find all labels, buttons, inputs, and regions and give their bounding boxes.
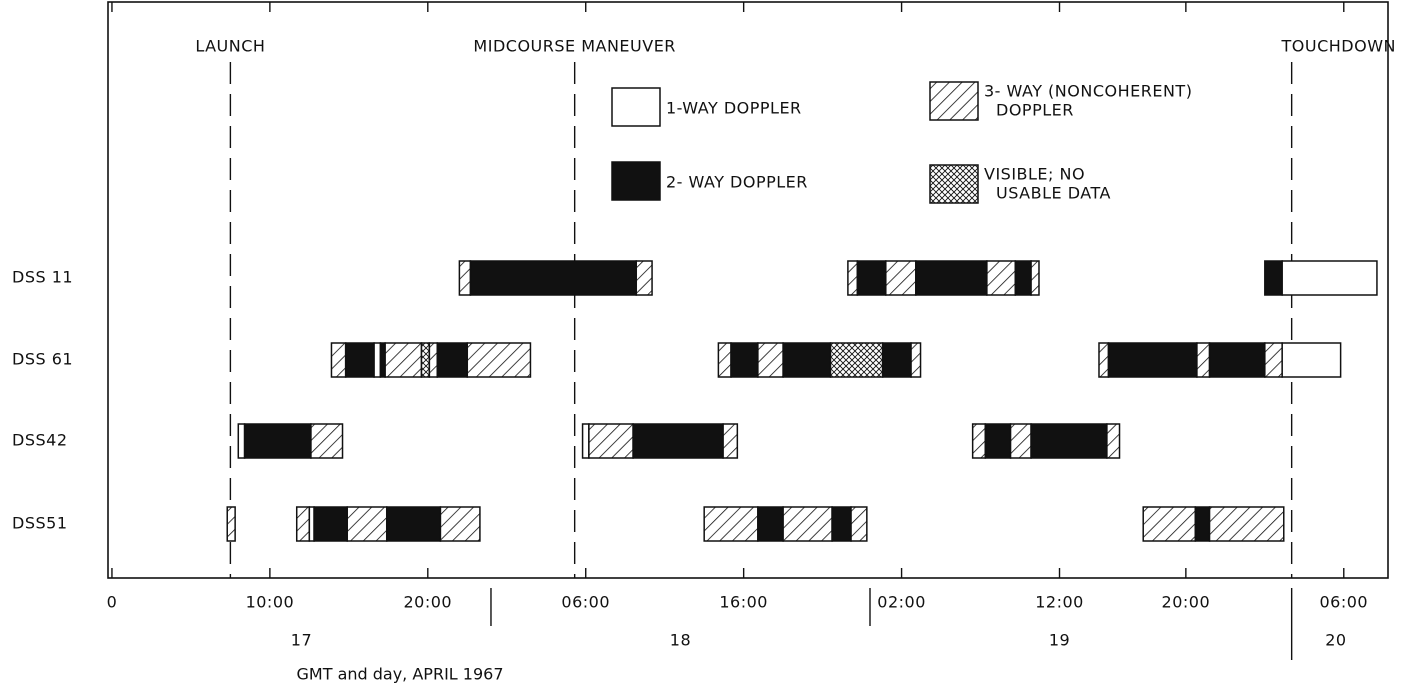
coverage-segment [850,506,868,542]
coverage-segment [237,423,246,459]
coverage-segment [385,506,442,542]
coverage-segment [1281,342,1342,378]
legend-label: DOPPLER [996,101,1074,120]
coverage-segment [310,423,344,459]
x-tick-label: 0 [107,593,118,612]
station-label: DSS42 [12,431,68,450]
legend-label: USABLE DATA [996,184,1111,203]
event-label: TOUCHDOWN [1281,37,1396,56]
coverage-segment [295,506,311,542]
coverage-segment [632,423,724,459]
station-label: DSS 61 [12,350,73,369]
coverage-segment [1208,506,1285,542]
coverage-segment [344,342,375,378]
coverage-segment [384,342,423,378]
coverage-segment [856,260,887,296]
coverage-segment [847,260,859,296]
coverage-segment [439,506,481,542]
day-label: 19 [1049,631,1070,650]
event-label: LAUNCH [195,37,265,56]
coverage-segment [757,342,784,378]
x-tick-label: 12:00 [1035,593,1084,612]
coverage-segment [1281,260,1378,296]
coverage-segment [782,342,832,378]
coverage-segment [346,506,388,542]
x-tick-label: 06:00 [1319,593,1368,612]
legend-label: 2- WAY DOPPLER [666,173,808,192]
coverage-segment [330,342,347,378]
x-tick-label: 06:00 [561,593,610,612]
day-label: 20 [1325,631,1346,650]
x-tick-label: 16:00 [719,593,768,612]
coverage-segment [1208,342,1266,378]
legend-swatch [929,164,979,204]
coverage-segment [313,506,349,542]
x-tick-label: 02:00 [877,593,926,612]
coverage-segment [588,423,634,459]
coverage-segment [782,506,833,542]
coverage-segment [1030,423,1108,459]
coverage-segment [243,423,312,459]
coverage-segment [1264,260,1283,296]
coverage-segment [428,342,439,378]
coverage-segment [829,342,884,378]
coverage-segment [1196,342,1211,378]
coverage-segment [915,260,988,296]
coverage-segment [226,506,236,542]
frame [107,1,1389,579]
coverage-segment [466,342,532,378]
coverage-segment [986,260,1017,296]
x-axis-title: GMT and day, APRIL 1967 [297,665,504,684]
day-label: 17 [291,631,312,650]
coverage-segment [881,342,912,378]
station-label: DSS51 [12,514,68,533]
coverage-segment [831,506,852,542]
coverage-segment [1030,260,1040,296]
station-label: DSS 11 [12,268,73,287]
coverage-segment [1106,423,1121,459]
event-label: MIDCOURSE MANEUVER [473,37,676,56]
legend-swatch [611,161,661,201]
coverage-segment [910,342,922,378]
coverage-segment [757,506,784,542]
coverage-segment [1098,342,1110,378]
coverage-segment [635,260,653,296]
coverage-segment [458,260,472,296]
coverage-segment [1107,342,1198,378]
day-label: 18 [670,631,691,650]
coverage-segment [984,423,1012,459]
coverage-segment [420,342,431,378]
coverage-segment [373,342,382,378]
legend-label: VISIBLE; NO [984,165,1085,184]
coverage-segment [1009,423,1032,459]
coverage-segment [730,342,759,378]
coverage-segment [722,423,739,459]
coverage-segment [971,423,987,459]
coverage-segment [469,260,638,296]
x-tick-label: 20:00 [1162,593,1211,612]
coverage-segment [581,423,590,459]
x-tick-label: 10:00 [246,593,295,612]
coverage-segment [1264,342,1283,378]
coverage-segment [1142,506,1197,542]
coverage-segment [703,506,759,542]
x-tick-label: 20:00 [403,593,452,612]
legend-swatch [611,87,661,127]
legend-label: 1-WAY DOPPLER [666,99,802,118]
legend-swatch [929,81,979,121]
coverage-segment [436,342,469,378]
legend-label: 3- WAY (NONCOHERENT) [984,82,1192,101]
coverage-segment [1194,506,1211,542]
coverage-segment [885,260,917,296]
coverage-segment [717,342,732,378]
coverage-segment [1014,260,1032,296]
